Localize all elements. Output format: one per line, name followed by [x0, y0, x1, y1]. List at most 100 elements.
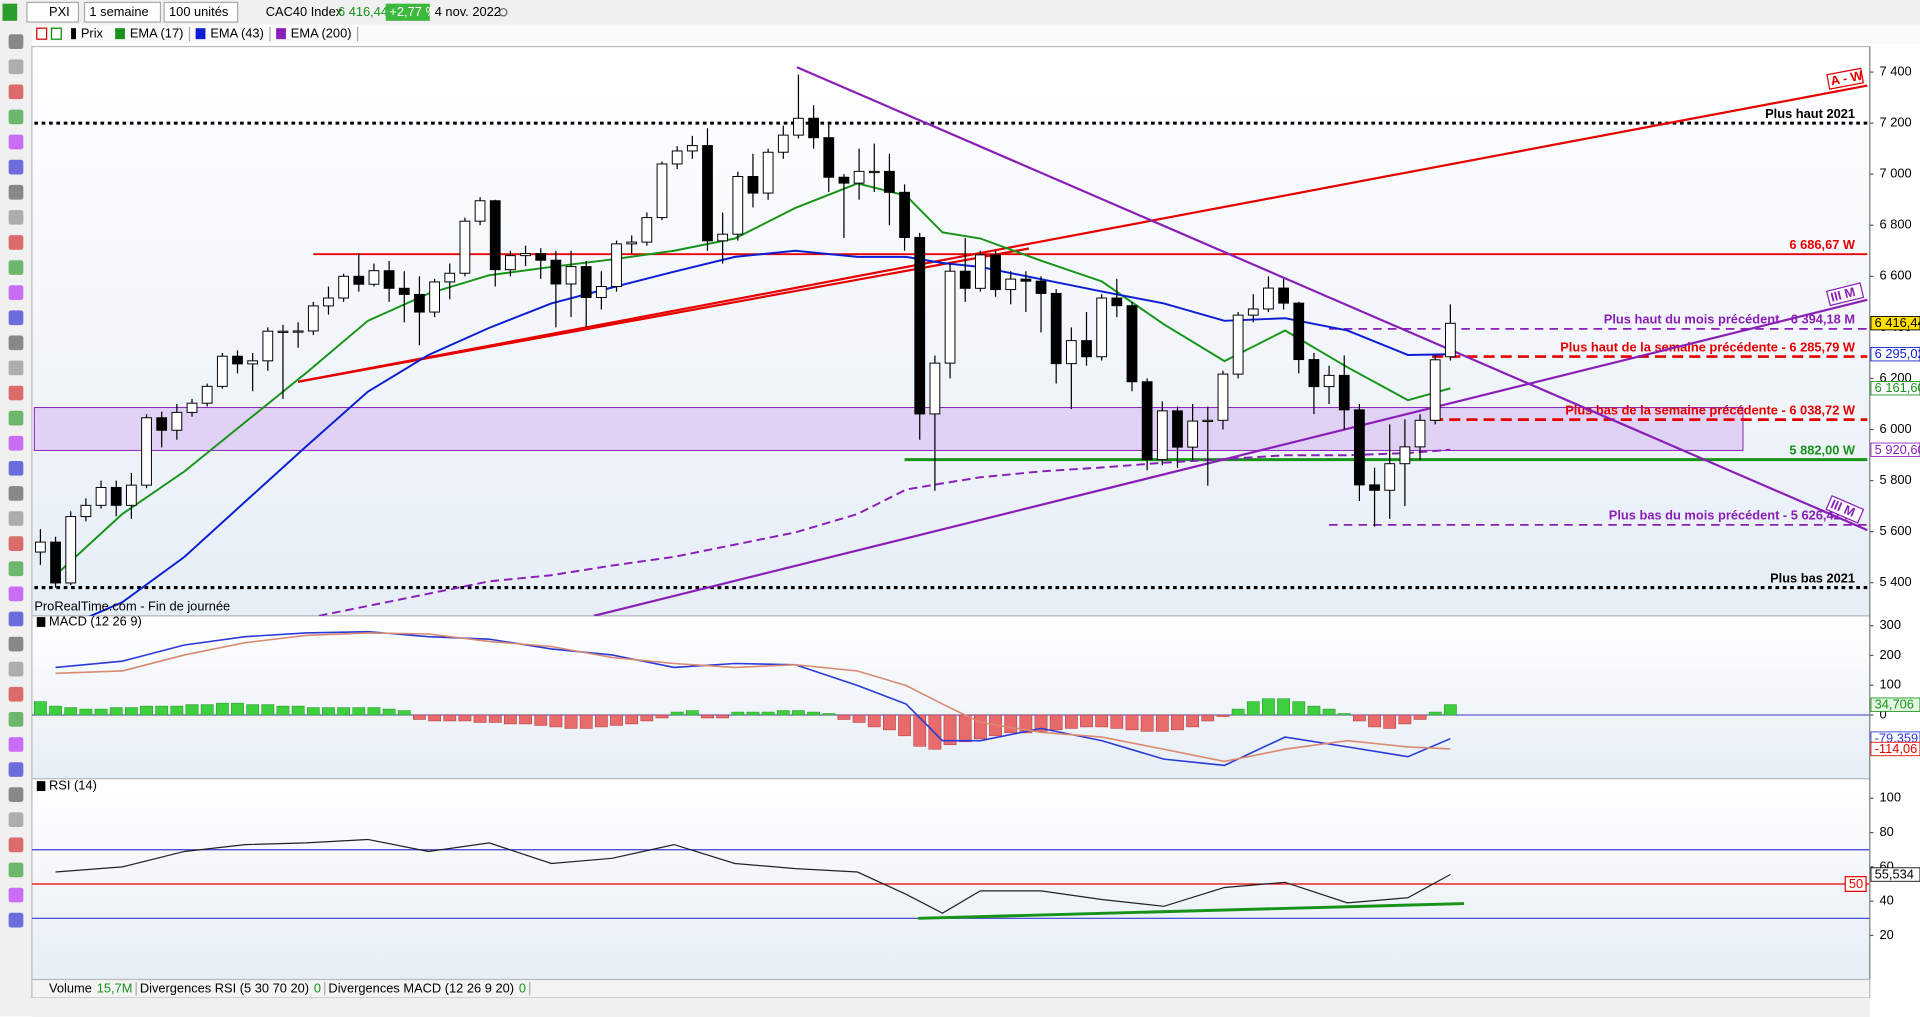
indicator-name[interactable]: Volume — [49, 981, 92, 996]
tag-box — [1826, 67, 1865, 90]
tool-icon[interactable] — [8, 486, 24, 501]
candle-body — [1217, 373, 1229, 421]
candle-body — [1172, 410, 1183, 448]
tool-icon[interactable] — [8, 385, 24, 401]
histogram-bar — [1307, 705, 1321, 716]
tool-icon[interactable] — [8, 209, 24, 225]
histogram-bar — [185, 704, 199, 716]
tool-icon[interactable] — [8, 260, 24, 275]
tool-icon[interactable] — [8, 586, 24, 602]
candle-body — [110, 486, 122, 506]
legend-swatch — [276, 28, 286, 40]
ema-line — [54, 182, 1451, 576]
candle-body — [247, 360, 259, 365]
tool-icon[interactable] — [8, 34, 24, 49]
tool-icon[interactable] — [8, 435, 24, 451]
level-label: Plus bas 2021 — [1770, 570, 1855, 585]
histogram-bar — [200, 704, 214, 716]
candle-body — [398, 287, 410, 295]
indicator-value: 0 — [314, 981, 321, 996]
macd-swatch — [36, 617, 46, 627]
trendline-tag: A - W — [1826, 67, 1865, 90]
tool-icon[interactable] — [8, 636, 24, 652]
tool-icon[interactable] — [8, 686, 24, 702]
tool-icon[interactable] — [8, 235, 24, 250]
tool-icon[interactable] — [8, 360, 24, 376]
candle-body — [1005, 278, 1017, 291]
indicator-name[interactable]: Divergences MACD (12 26 9 20) — [328, 981, 514, 996]
period-select[interactable] — [83, 1, 162, 23]
histogram-bar — [610, 714, 623, 726]
histogram-bar — [1368, 714, 1381, 728]
ema-line — [313, 448, 1451, 616]
candle-body — [1429, 359, 1441, 421]
candle-body — [535, 253, 547, 261]
tool-icon[interactable] — [8, 812, 24, 828]
tool-icon[interactable] — [8, 134, 24, 150]
tool-icon[interactable] — [8, 109, 24, 125]
tag-box — [1825, 495, 1865, 524]
y-tick-label: 80 — [1880, 824, 1894, 839]
rsi-line — [55, 838, 1451, 914]
status — [499, 7, 508, 17]
histogram-bar — [1034, 714, 1048, 732]
tool-icon[interactable] — [8, 887, 24, 903]
tool-icon[interactable] — [8, 184, 24, 200]
tool-icon[interactable] — [8, 335, 24, 351]
histogram-bar — [261, 704, 275, 716]
histogram-bar — [701, 714, 714, 719]
last-value-label: 5 920,60 — [1875, 442, 1920, 457]
y-tick-label: 5 400 — [1880, 574, 1912, 589]
histogram-bar — [367, 707, 381, 716]
histogram-bar — [716, 714, 730, 719]
tool-icon[interactable] — [8, 536, 24, 551]
candle-body — [171, 411, 183, 431]
legend-btn[interactable] — [50, 27, 62, 40]
candle-body — [35, 541, 46, 553]
candle-body — [732, 175, 744, 235]
legend-btn[interactable] — [36, 27, 48, 40]
histogram-bar — [306, 707, 320, 716]
tool-icon[interactable] — [8, 837, 24, 853]
y-tick-label: 100 — [1880, 790, 1901, 805]
tool-icon[interactable] — [8, 912, 24, 928]
units-select[interactable] — [163, 1, 239, 23]
tool-icon[interactable] — [8, 84, 24, 100]
histogram-bar — [34, 701, 47, 716]
units: 100 unités — [169, 4, 228, 19]
tool-icon[interactable] — [8, 762, 24, 777]
macd-line — [55, 632, 1451, 763]
level-label: Plus haut de la semaine précédente - 6 2… — [1560, 339, 1856, 354]
instrument-select[interactable] — [26, 1, 80, 23]
tool-icon[interactable] — [8, 611, 24, 627]
tool-icon[interactable] — [8, 561, 24, 577]
tool-icon[interactable] — [8, 59, 24, 75]
tool-icon[interactable] — [8, 460, 24, 476]
histogram-bar — [64, 707, 78, 716]
tool-icon[interactable] — [8, 310, 24, 326]
candle-body — [914, 237, 926, 415]
tag-box — [1825, 282, 1865, 307]
tool-icon[interactable] — [8, 285, 24, 300]
histogram-bar — [1064, 714, 1078, 729]
tool-icon[interactable] — [8, 862, 24, 878]
candle-body — [853, 170, 865, 184]
tool-icon[interactable] — [8, 661, 24, 677]
level-label: 5 882,00 W — [1789, 442, 1856, 457]
tool-icon[interactable] — [8, 159, 24, 175]
indicator-name[interactable]: Divergences RSI (5 30 70 20) — [140, 981, 309, 996]
trendline-label: III M — [1829, 284, 1857, 305]
tool-icon[interactable] — [8, 511, 24, 526]
tool-icon[interactable] — [8, 787, 24, 802]
indicator-value: 15,7M — [97, 981, 133, 996]
tool-icon[interactable] — [8, 737, 24, 752]
tool-icon[interactable] — [8, 410, 24, 426]
histogram-bar — [246, 704, 260, 716]
y-tick-label: 40 — [1880, 893, 1894, 908]
tool-icon[interactable] — [8, 711, 24, 727]
candle-body — [1278, 287, 1289, 304]
candle-body — [141, 417, 152, 486]
histogram-bar — [549, 714, 563, 728]
histogram-bar — [640, 714, 654, 722]
logo — [2, 3, 18, 21]
